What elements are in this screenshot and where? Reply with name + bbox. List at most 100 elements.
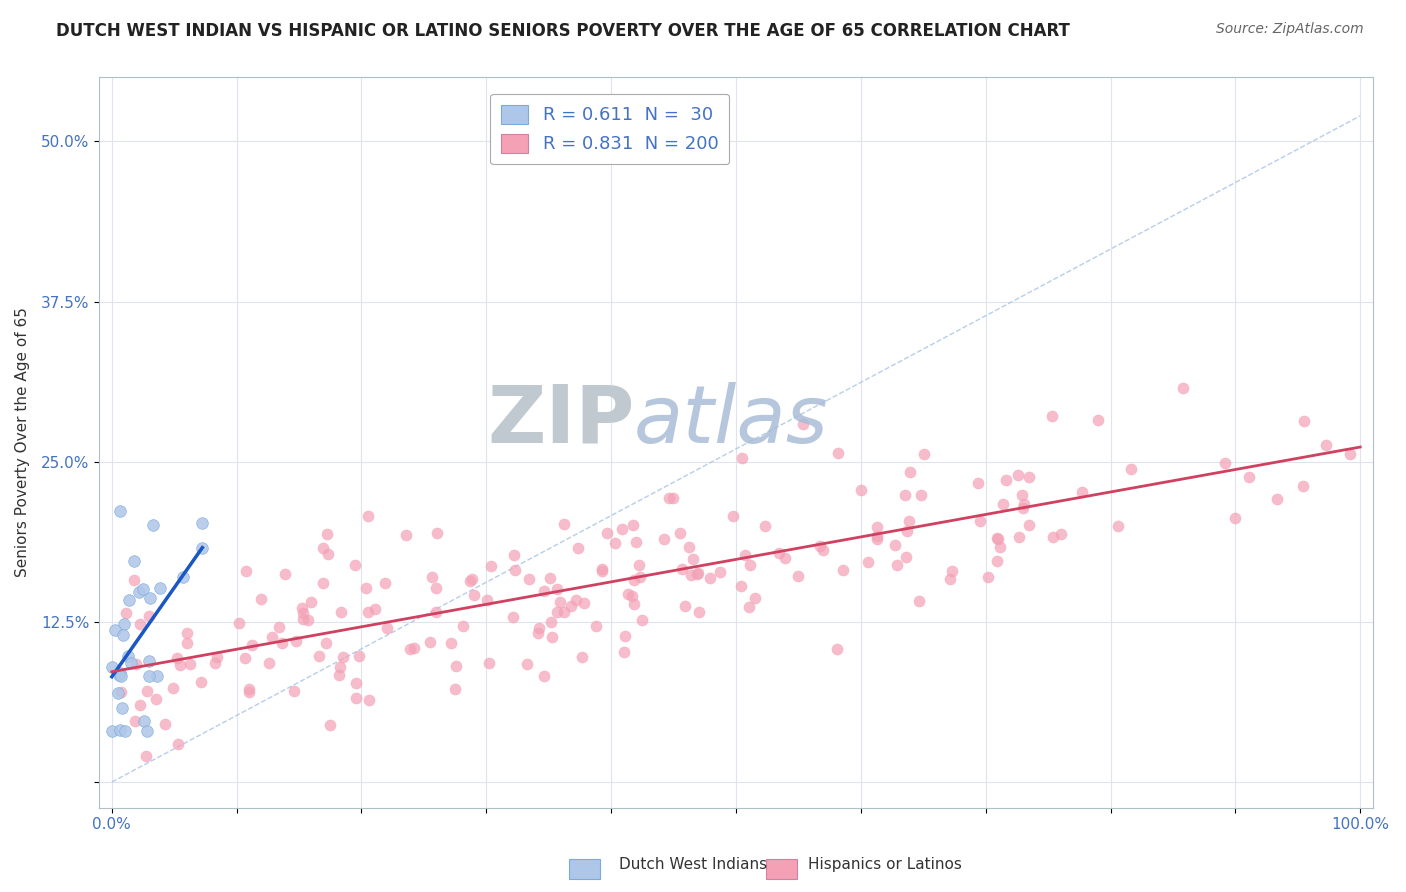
Point: [124, 714, 146, 729]
Point: [533, 669, 555, 683]
Point: [374, 575, 396, 590]
Point: [738, 599, 761, 614]
Point: [661, 491, 683, 505]
Point: [122, 554, 145, 568]
Point: [898, 466, 921, 480]
Point: [527, 626, 550, 640]
Point: [146, 669, 169, 683]
Point: [1237, 470, 1260, 484]
Point: [603, 536, 626, 550]
Point: [357, 605, 380, 619]
Point: [110, 669, 132, 683]
Point: [128, 584, 150, 599]
Point: [1121, 461, 1143, 475]
Point: [291, 601, 314, 615]
Point: [560, 599, 582, 613]
Text: atlas: atlas: [634, 382, 830, 459]
Point: [994, 473, 1017, 487]
Point: [1018, 517, 1040, 532]
Point: [908, 594, 931, 608]
Point: [444, 681, 467, 696]
Point: [190, 674, 212, 689]
Point: [709, 565, 731, 579]
Point: [240, 638, 263, 652]
Point: [896, 524, 918, 539]
Point: [571, 650, 593, 665]
Point: [395, 527, 418, 541]
Point: [101, 723, 124, 738]
Point: [262, 631, 284, 645]
Point: [274, 567, 297, 582]
Point: [624, 535, 647, 549]
Point: [169, 658, 191, 673]
Point: [631, 613, 654, 627]
Point: [463, 588, 485, 602]
Point: [681, 567, 703, 582]
Point: [503, 563, 526, 577]
Point: [118, 593, 141, 607]
Point: [1007, 468, 1029, 483]
Point: [357, 509, 380, 524]
Point: [896, 549, 918, 564]
Point: [990, 541, 1012, 555]
Point: [110, 684, 132, 698]
Point: [730, 579, 752, 593]
Point: [257, 657, 280, 671]
Point: [516, 657, 538, 672]
Point: [596, 525, 619, 540]
Point: [1225, 511, 1247, 525]
Point: [827, 641, 849, 656]
Point: [585, 619, 607, 633]
Point: [591, 562, 613, 576]
Point: [375, 621, 398, 635]
Point: [540, 615, 562, 629]
Point: [553, 605, 575, 619]
Point: [176, 636, 198, 650]
Point: [652, 533, 675, 547]
Point: [565, 593, 588, 607]
Point: [312, 541, 335, 556]
Point: [344, 558, 367, 572]
Point: [205, 649, 228, 664]
Point: [1315, 438, 1337, 452]
Point: [894, 488, 917, 502]
Point: [991, 497, 1014, 511]
Point: [987, 532, 1010, 546]
Point: [688, 605, 710, 619]
Point: [1107, 518, 1129, 533]
Point: [866, 520, 889, 534]
Point: [233, 650, 256, 665]
Point: [546, 605, 568, 619]
Point: [136, 684, 159, 698]
Point: [628, 558, 651, 573]
Legend: R = 0.611  N =  30, R = 0.831  N = 200: R = 0.611 N = 30, R = 0.831 N = 200: [491, 94, 730, 164]
Point: [419, 634, 441, 648]
Point: [591, 564, 613, 578]
Point: [238, 685, 260, 699]
Point: [291, 612, 314, 626]
Point: [546, 582, 568, 597]
Point: [108, 668, 131, 682]
Point: [617, 586, 640, 600]
Point: [135, 723, 157, 738]
Point: [451, 618, 474, 632]
Point: [540, 630, 562, 644]
Point: [1292, 414, 1315, 428]
Point: [330, 605, 353, 619]
Point: [831, 563, 853, 577]
Point: [668, 526, 690, 541]
Point: [479, 559, 502, 574]
Point: [138, 591, 160, 605]
Point: [238, 682, 260, 697]
Point: [1018, 470, 1040, 484]
Point: [315, 636, 337, 650]
Point: [1049, 527, 1071, 541]
Point: [425, 605, 447, 619]
Point: [734, 548, 756, 562]
Point: [623, 597, 645, 611]
Point: [1008, 530, 1031, 544]
Point: [319, 718, 342, 732]
Point: [344, 676, 367, 690]
Point: [204, 656, 226, 670]
Point: [153, 717, 176, 731]
